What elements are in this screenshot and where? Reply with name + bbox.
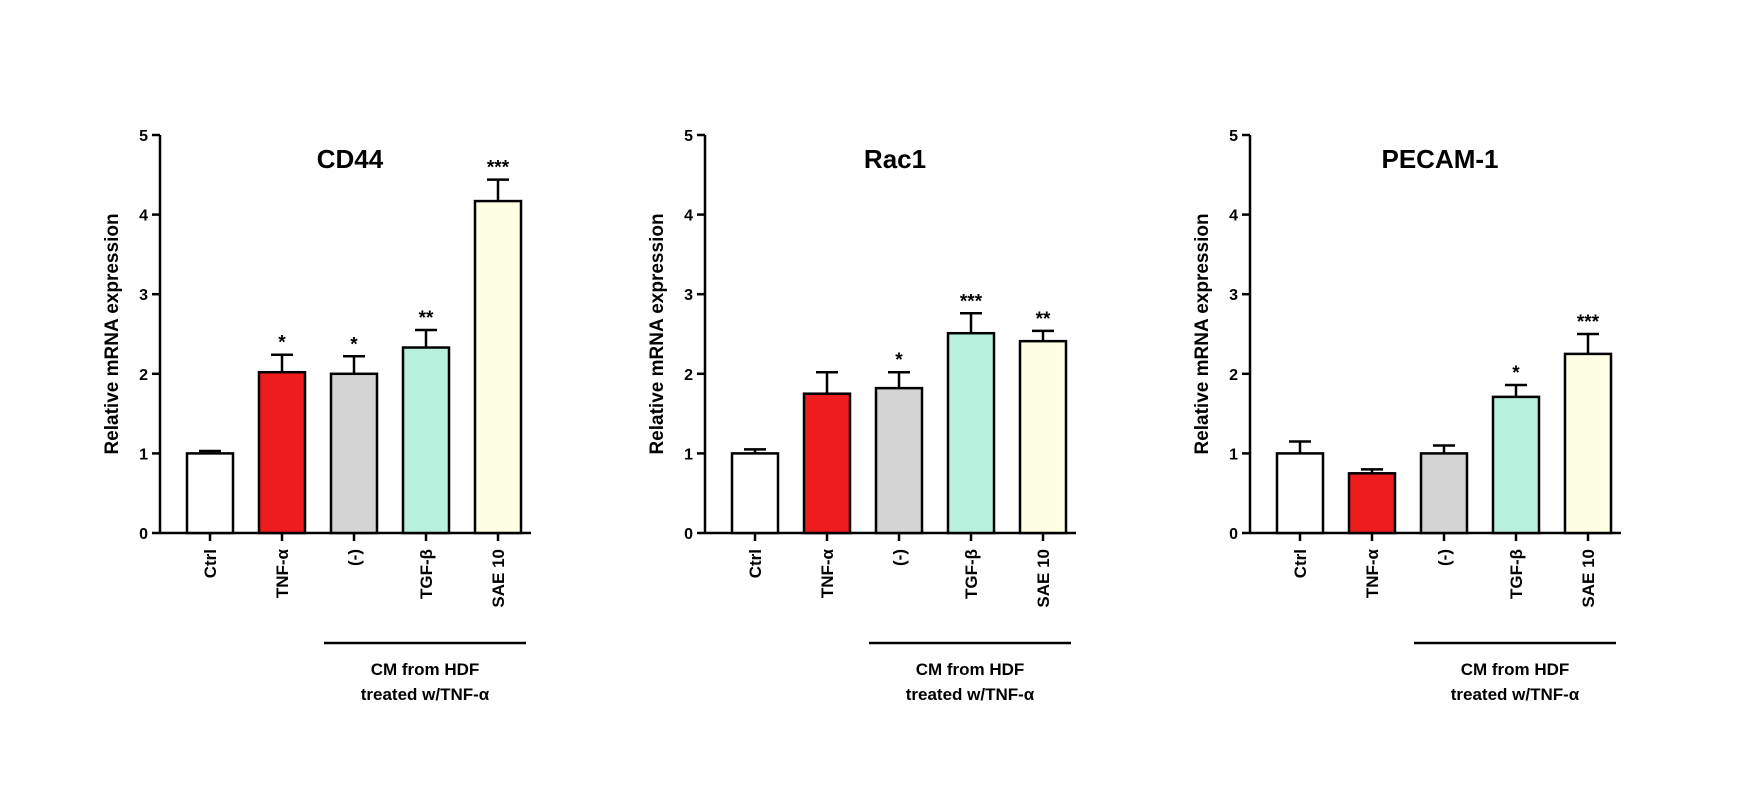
significance-label: * — [1512, 363, 1520, 384]
x-tick-label: TGF-β — [1507, 549, 1526, 599]
y-tick-label: 3 — [139, 287, 148, 304]
y-axis-label: Relative mRNA expression — [647, 213, 668, 454]
y-tick-label: 4 — [139, 208, 148, 225]
significance-label: * — [278, 333, 286, 354]
x-tick-label: Ctrl — [746, 549, 765, 578]
bar — [802, 392, 852, 535]
bar — [473, 199, 523, 535]
bar — [1563, 352, 1613, 535]
y-tick-label: 1 — [684, 446, 693, 463]
x-tick-label: (-) — [890, 549, 909, 566]
x-tick-label: TNF-α — [273, 548, 292, 598]
bar — [185, 452, 235, 535]
bar — [874, 386, 924, 535]
significance-label: * — [895, 350, 903, 371]
y-tick-label: 3 — [1229, 287, 1238, 304]
x-tick-label: TNF-α — [1363, 548, 1382, 598]
significance-label: * — [350, 334, 358, 355]
significance-label: ** — [1036, 309, 1051, 330]
x-tick-label: TGF-β — [417, 549, 436, 599]
significance-label: *** — [1577, 312, 1600, 333]
y-tick-label: 5 — [139, 128, 148, 145]
bar — [1419, 452, 1469, 535]
bar — [1018, 339, 1068, 535]
y-tick-label: 5 — [684, 128, 693, 145]
group-bracket-label-line2: treated w/TNF-α — [1451, 685, 1580, 704]
y-tick-label: 0 — [1229, 526, 1238, 543]
y-tick-label: 0 — [684, 526, 693, 543]
chart-title: PECAM-1 — [1381, 144, 1498, 174]
y-tick-label: 2 — [684, 367, 693, 384]
chart-panel-3: 0 1 2 3 4 5 Relative mRNA expression PECAM-1 Ctr… — [1192, 128, 1621, 704]
bar — [1491, 395, 1541, 535]
bar — [329, 372, 379, 535]
y-tick-label: 4 — [1229, 208, 1238, 225]
y-tick-label: 2 — [1229, 367, 1238, 384]
bar — [1275, 452, 1325, 535]
significance-label: *** — [960, 291, 983, 312]
bar — [401, 346, 451, 535]
bar — [257, 370, 307, 535]
y-tick-label: 5 — [1229, 128, 1238, 145]
x-tick-label: TNF-α — [818, 548, 837, 598]
y-tick-label: 3 — [684, 287, 693, 304]
group-bracket-label-line2: treated w/TNF-α — [906, 685, 1035, 704]
group-bracket-label-line1: CM from HDF — [1461, 660, 1570, 679]
group-bracket-label-line1: CM from HDF — [916, 660, 1025, 679]
x-tick-label: TGF-β — [962, 549, 981, 599]
y-tick-label: 1 — [1229, 446, 1238, 463]
y-axis-label: Relative mRNA expression — [1192, 213, 1213, 454]
chart-panel-2: 0 1 2 3 4 5 Relative mRNA expression Rac1 Ctrl TN… — [647, 128, 1076, 704]
x-tick-label: (-) — [1435, 549, 1454, 566]
chart-title: Rac1 — [864, 144, 926, 174]
x-tick-label: SAE 10 — [1579, 549, 1598, 608]
x-tick-label: SAE 10 — [489, 549, 508, 608]
y-tick-label: 0 — [139, 526, 148, 543]
y-axis-label: Relative mRNA expression — [102, 213, 123, 454]
significance-label: ** — [419, 308, 434, 329]
x-tick-label: SAE 10 — [1034, 549, 1053, 608]
bar — [946, 331, 996, 535]
bar — [1347, 472, 1397, 535]
group-bracket-label-line2: treated w/TNF-α — [361, 685, 490, 704]
x-tick-label: Ctrl — [1291, 549, 1310, 578]
x-tick-label: Ctrl — [201, 549, 220, 578]
significance-label: *** — [487, 158, 510, 179]
y-tick-label: 4 — [684, 208, 693, 225]
x-tick-label: (-) — [345, 549, 364, 566]
chart-panel-1: 0 1 2 3 4 5 Relative mRNA expression CD44 Ctrl TN… — [102, 128, 531, 704]
y-tick-label: 2 — [139, 367, 148, 384]
y-tick-label: 1 — [139, 446, 148, 463]
chart-title: CD44 — [317, 144, 384, 174]
bar — [730, 452, 780, 535]
group-bracket-label-line1: CM from HDF — [371, 660, 480, 679]
